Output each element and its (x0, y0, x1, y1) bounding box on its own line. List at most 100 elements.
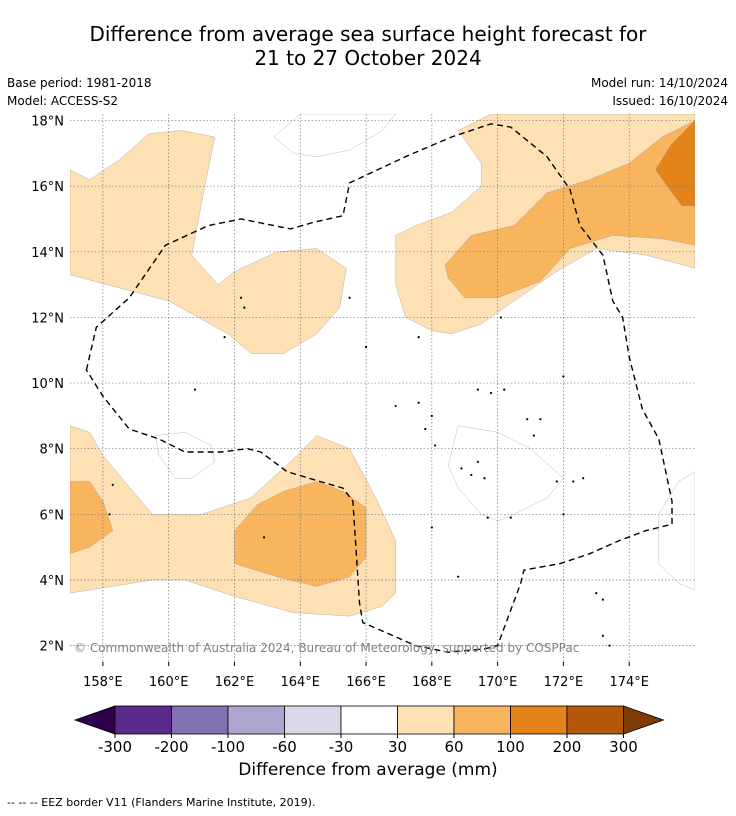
island-marker (539, 418, 542, 421)
chart-title: Difference from average sea surface heig… (0, 22, 736, 70)
base-period-label: Base period: 1981-2018 (7, 76, 152, 90)
x-axis-ticks: 158°E 160°E 162°E 164°E 166°E 168°E 170°E 172°E… (83, 662, 649, 690)
island-marker (476, 460, 479, 463)
region-neg-30-east (658, 471, 695, 591)
island-marker (434, 444, 437, 447)
colorbar-tick-labels: -300 -200 -100 -60 -30 30 60 100 200 300 (98, 734, 638, 756)
island-marker (243, 306, 246, 309)
colorbar-tick-label: -30 (329, 738, 354, 756)
y-tick-label: 4°N (40, 574, 65, 589)
chart-title-line1: Difference from average sea surface heig… (89, 22, 647, 46)
islands (108, 296, 611, 647)
colorbar-swatch (114, 705, 172, 735)
island-marker (595, 591, 598, 595)
island-marker (424, 427, 427, 431)
region-neg-30-top (273, 114, 397, 157)
meta-left: Base period: 1981-2018 Model: ACCESS-S2 (7, 74, 152, 110)
chart-title-line2: 21 to 27 October 2024 (254, 46, 482, 70)
island-marker (601, 598, 604, 601)
colorbar-tick-label: -100 (211, 738, 245, 756)
y-tick-label: 10°N (31, 377, 64, 392)
gridlines (70, 114, 695, 662)
island-marker (108, 513, 111, 516)
region-pos-60-east-north (444, 120, 695, 299)
island-marker (111, 483, 114, 486)
eez-legend-note: -- -- -- EEZ border V11 (Flanders Marine… (7, 796, 316, 809)
copyright-attribution: © Commonwealth of Australia 2024, Bureau… (74, 641, 579, 655)
island-marker (239, 296, 243, 299)
y-tick-label: 18°N (31, 115, 64, 130)
issued-label: Issued: 16/10/2024 (612, 94, 728, 108)
colorbar-tick-label: 60 (444, 738, 463, 756)
island-marker (394, 404, 397, 408)
x-tick-label: 172°E (544, 675, 584, 690)
eez-border (85, 123, 673, 653)
colorbar-tick-label: 300 (609, 738, 638, 756)
island-marker (262, 536, 266, 539)
island-marker (526, 418, 529, 421)
region-neg-30-center (448, 425, 564, 522)
forecast-map: © Commonwealth of Australia 2024, Bureau… (31, 114, 695, 690)
x-tick-label: 164°E (280, 675, 320, 690)
colorbar-swatch (284, 705, 342, 735)
island-marker (417, 401, 420, 404)
colorbar-tick-label: -300 (98, 738, 132, 756)
meta-right: Model run: 14/10/2024 Issued: 16/10/2024 (591, 74, 728, 110)
model-label: Model: ACCESS-S2 (7, 94, 119, 108)
x-tick-label: 166°E (346, 675, 386, 690)
model-run-label: Model run: 14/10/2024 (590, 76, 728, 90)
region-pos-100-east-north (655, 120, 695, 207)
colorbar-swatch (340, 705, 398, 735)
colorbar-tick-label: 200 (553, 738, 582, 756)
island-marker (364, 345, 368, 349)
island-marker (470, 473, 473, 477)
region-neg-30-left (155, 432, 215, 479)
island-marker (582, 477, 585, 480)
y-tick-label: 12°N (31, 311, 64, 326)
island-marker (348, 296, 351, 299)
colorbar: -300 -200 -100 -60 -30 30 60 100 200 300 (73, 705, 665, 756)
colorbar-tick-label: 30 (388, 738, 407, 756)
colorbar-tick-label: 100 (496, 738, 525, 756)
colorbar-tick-label: -60 (272, 738, 297, 756)
y-tick-label: 8°N (40, 443, 65, 458)
island-marker (486, 516, 489, 519)
island-marker (223, 336, 226, 339)
colorbar-swatch (453, 705, 511, 735)
island-marker (532, 434, 535, 437)
colorbar-over-arrow (623, 705, 665, 735)
island-marker (430, 414, 433, 417)
eez-border-line (85, 123, 673, 653)
x-tick-label: 162°E (215, 675, 255, 690)
island-marker (417, 336, 420, 339)
colorbar-under-arrow (73, 705, 116, 735)
y-tick-label: 16°N (31, 180, 64, 195)
island-marker (460, 467, 463, 470)
x-tick-label: 158°E (83, 675, 123, 690)
island-marker (489, 391, 493, 395)
x-tick-label: 168°E (412, 675, 452, 690)
x-tick-label: 170°E (478, 675, 518, 690)
colorbar-label: Difference from average (mm) (238, 760, 498, 780)
island-marker (601, 634, 604, 637)
anomaly-regions (70, 114, 695, 617)
colorbar-swatch (171, 705, 229, 735)
island-marker (476, 388, 479, 391)
island-marker (608, 644, 611, 647)
colorbar-swatches (73, 705, 665, 735)
colorbar-swatch (227, 705, 285, 735)
island-marker (503, 388, 506, 391)
island-marker (430, 526, 433, 529)
x-tick-label: 174°E (609, 675, 649, 690)
island-marker (562, 375, 565, 378)
y-axis-ticks: 2°N 4°N 6°N 8°N 10°N 12°N 14°N 16°N 18°N (31, 115, 64, 655)
island-marker (562, 513, 565, 516)
colorbar-swatch (397, 705, 455, 735)
island-marker (483, 477, 486, 480)
region-pos-60-south-west (70, 481, 114, 554)
island-marker (509, 516, 512, 519)
colorbar-swatch (566, 705, 624, 735)
y-tick-label: 2°N (40, 640, 65, 655)
island-marker (499, 316, 503, 319)
y-tick-label: 14°N (31, 246, 64, 261)
